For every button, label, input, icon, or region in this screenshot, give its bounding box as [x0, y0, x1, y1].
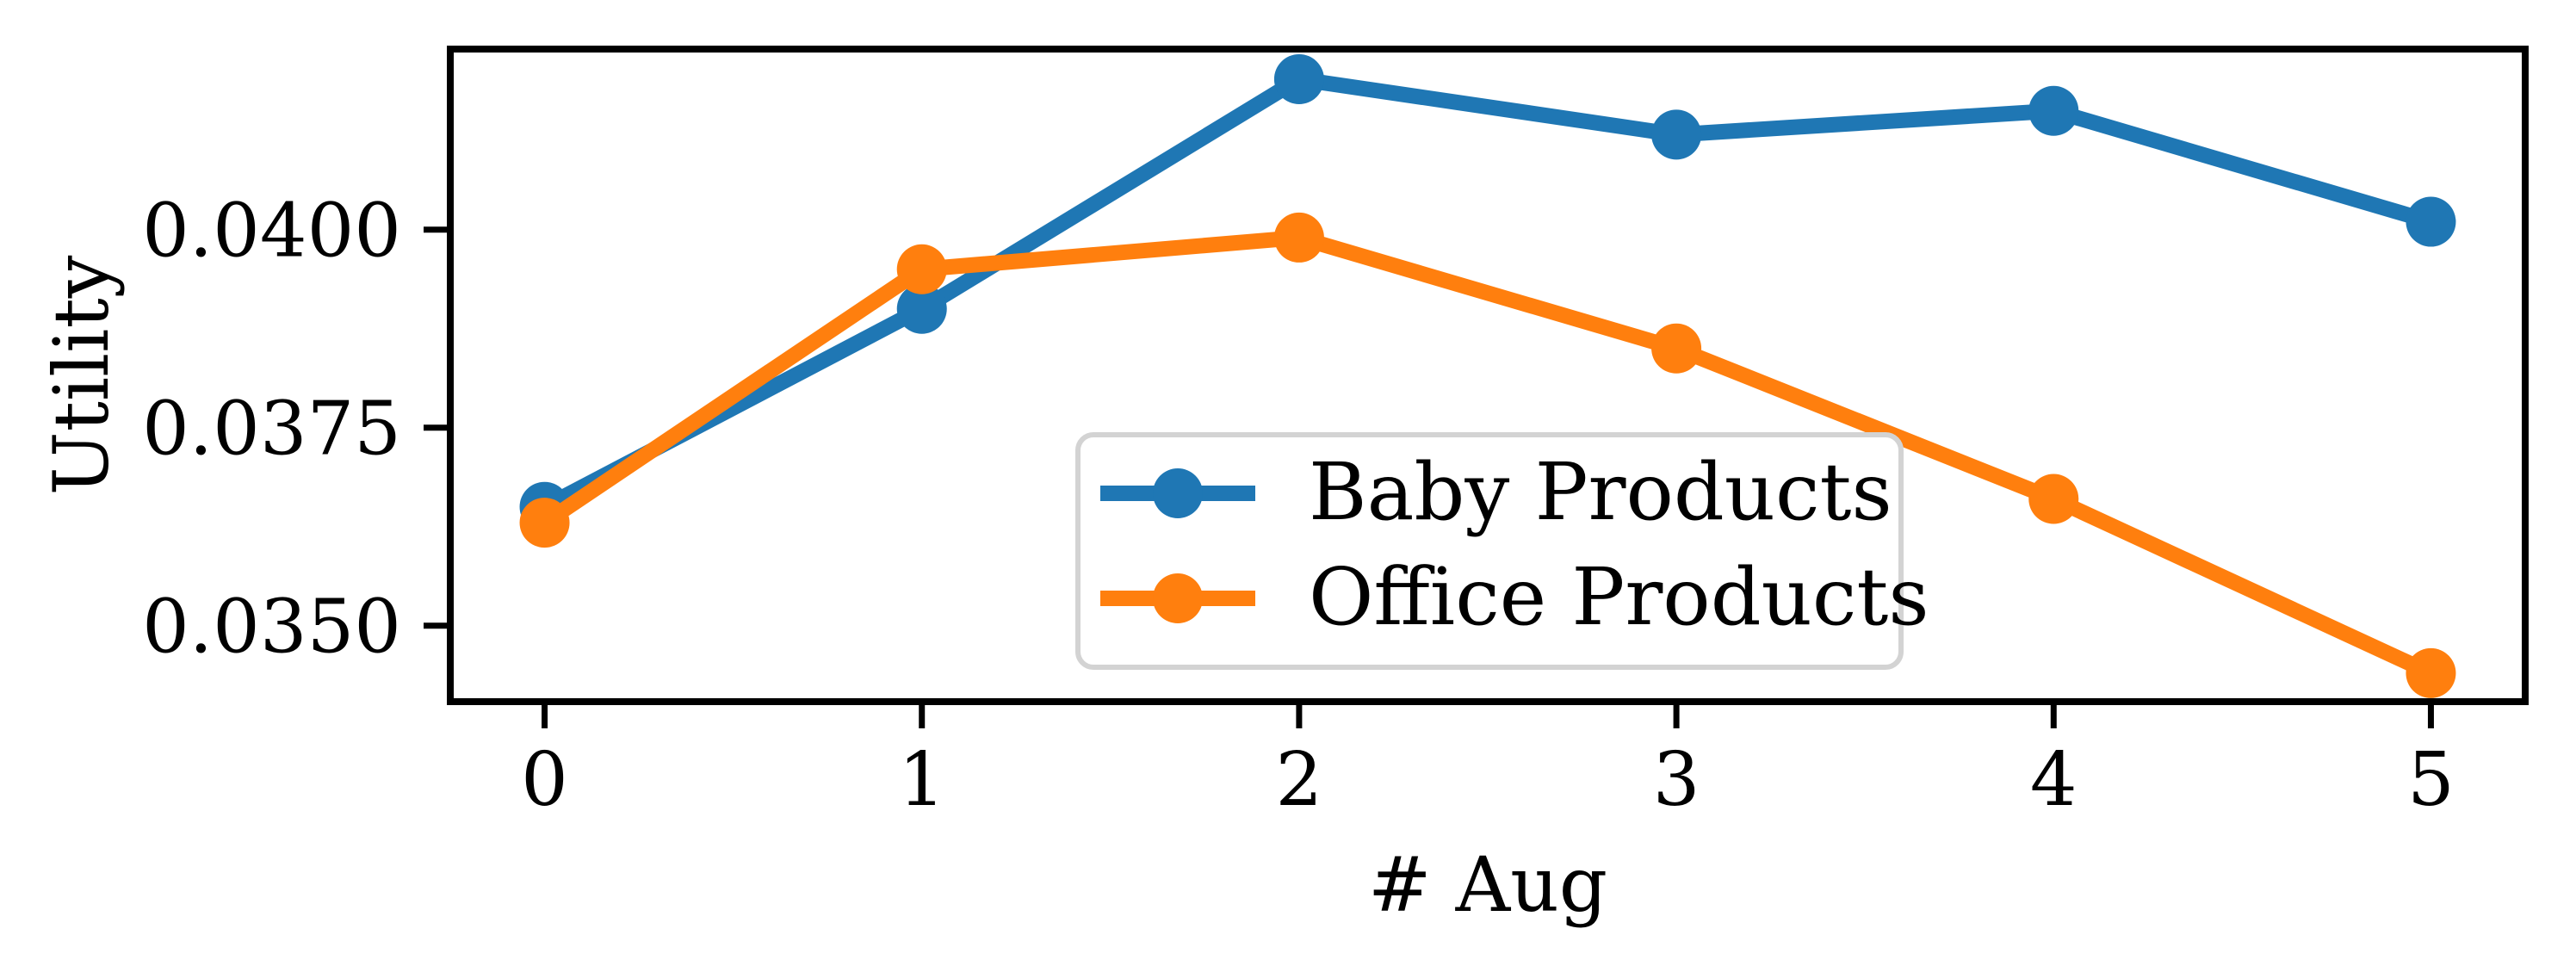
- legend-marker-office: [1153, 573, 1203, 623]
- x-tick-label-5: 5: [2407, 737, 2455, 823]
- x-tick-label-3: 3: [1653, 737, 1700, 823]
- series-office-products: [519, 212, 2456, 698]
- legend-label-office-products: Office Products: [1309, 551, 1929, 643]
- axis-ticks: 0 1 2 3 4 5 0.0350 0.0375 0.0400: [142, 189, 2455, 823]
- series-line-office-products: [536, 229, 2439, 681]
- data-point-baby-products-x5: [2406, 196, 2456, 247]
- data-point-baby-products-x1: [896, 283, 947, 334]
- x-tick-label-2: 2: [1276, 737, 1323, 823]
- data-series: [519, 53, 2456, 698]
- y-tick-label-0.0350: 0.0350: [142, 585, 401, 671]
- series-baby-products: [519, 53, 2456, 532]
- y-axis-label: Utility: [37, 255, 126, 495]
- y-tick-label-0.0375: 0.0375: [142, 387, 401, 473]
- data-point-baby-products-x3: [1651, 109, 1702, 160]
- data-point-baby-products-x4: [2028, 85, 2079, 136]
- data-point-office-products-x1: [896, 244, 947, 294]
- data-point-office-products-x3: [1651, 323, 1702, 374]
- legend-box: [1075, 432, 1904, 670]
- data-point-baby-products-x2: [1273, 53, 1324, 104]
- data-point-office-products-x4: [2028, 474, 2079, 524]
- x-axis-label: # Aug: [1368, 840, 1607, 929]
- x-tick-label-1: 1: [898, 737, 945, 823]
- plot-area-border: [447, 46, 2529, 705]
- x-tick-label-0: 0: [521, 737, 568, 823]
- data-point-office-products-x5: [2406, 647, 2456, 698]
- x-tick-label-4: 4: [2030, 737, 2078, 823]
- legend-label-baby-products: Baby Products: [1309, 446, 1892, 538]
- series-line-baby-products: [536, 71, 2439, 515]
- data-point-office-products-x2: [1273, 212, 1324, 263]
- y-tick-label-0.0400: 0.0400: [142, 189, 401, 275]
- legend: Baby Products Office Products: [1075, 432, 1929, 670]
- data-point-office-products-x0: [519, 498, 570, 548]
- legend-marker-baby: [1153, 468, 1203, 518]
- legend-entry-baby-products: Baby Products: [1100, 446, 1892, 538]
- legend-entry-office-products: Office Products: [1100, 551, 1929, 643]
